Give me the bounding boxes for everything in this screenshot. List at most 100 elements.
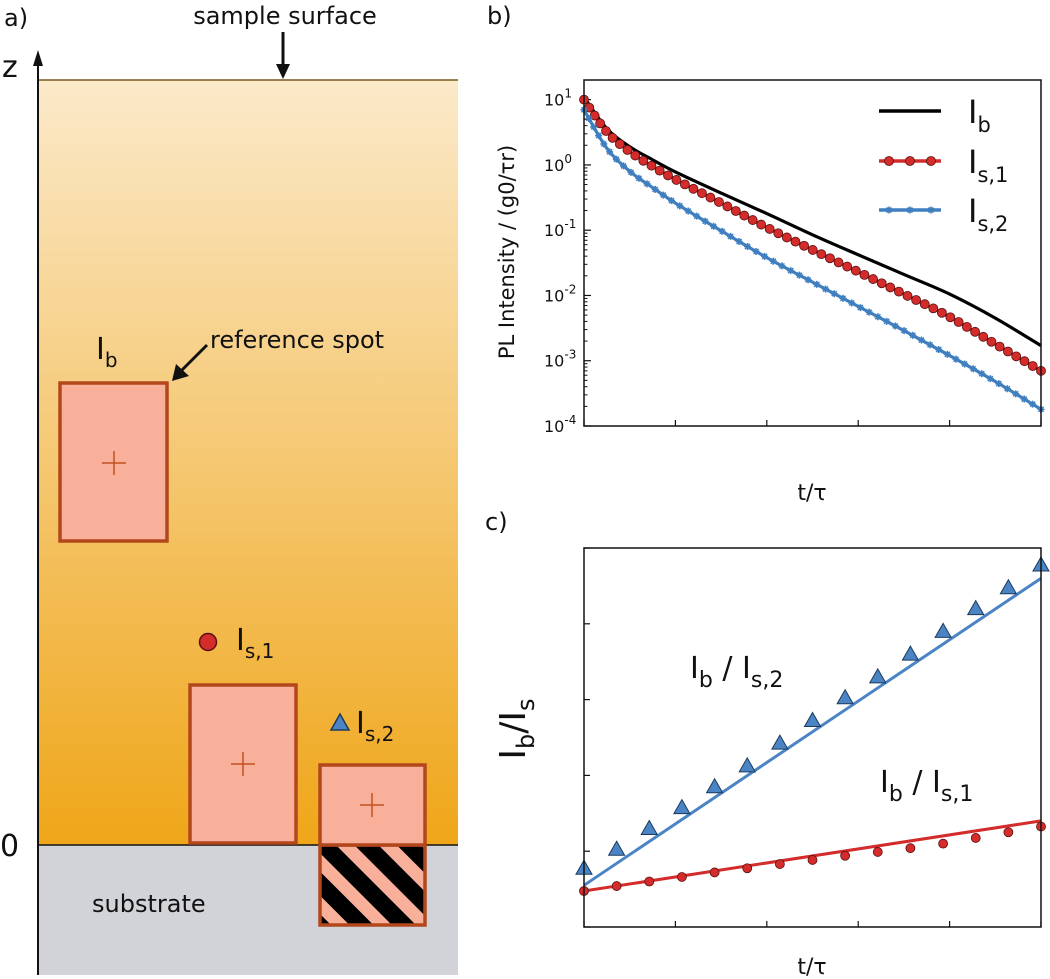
data-point <box>935 346 943 354</box>
data-point <box>590 123 598 131</box>
data-point <box>769 257 777 265</box>
data-point <box>1011 351 1022 362</box>
reference-spot-arrow-head-icon <box>172 364 189 381</box>
data-point <box>709 867 720 878</box>
data-point <box>865 308 873 316</box>
data-point <box>718 227 726 235</box>
is2-label: Is,2 <box>356 706 394 746</box>
data-point <box>901 645 920 661</box>
data-point <box>1027 361 1038 371</box>
spot-s1-crosshair-icon <box>231 752 255 776</box>
data-point <box>936 307 947 318</box>
data-point <box>693 212 701 220</box>
data-point <box>673 798 691 815</box>
data-point <box>595 132 603 140</box>
data-point <box>640 819 659 835</box>
data-point <box>891 322 899 330</box>
data-point <box>738 756 757 773</box>
y-tick-label: 10-1 <box>544 217 576 240</box>
data-point <box>883 317 891 325</box>
data-point <box>928 303 939 314</box>
data-point <box>876 278 887 289</box>
ib-label: Ib <box>96 332 118 372</box>
spot-s2-substrate-part <box>318 843 427 927</box>
data-point <box>999 578 1018 595</box>
data-point <box>970 833 981 843</box>
data-point <box>727 232 735 240</box>
data-point <box>630 150 641 161</box>
data-point <box>774 859 785 869</box>
data-point <box>747 215 758 225</box>
legend-label: Ib <box>968 93 991 137</box>
data-point <box>969 365 977 373</box>
series-label-is2: Ib / Is,2 <box>690 651 783 693</box>
data-point <box>646 160 657 171</box>
data-point <box>807 855 818 865</box>
data-point <box>816 249 827 260</box>
data-point <box>836 688 854 705</box>
data-point <box>848 299 856 307</box>
data-point <box>1003 346 1013 357</box>
data-point <box>638 155 649 166</box>
data-point <box>1020 395 1028 403</box>
data-point <box>735 237 743 245</box>
chart-b: b) t/τ PL Intensity / (g0/τr) 101 100 10-1… <box>487 2 1046 506</box>
data-point <box>752 247 760 255</box>
data-point <box>756 219 767 230</box>
data-point <box>840 850 851 861</box>
data-point <box>995 380 1003 388</box>
chart-b-legend: Ib Is,1 Is,2 <box>879 93 1008 236</box>
data-point <box>781 232 792 243</box>
data-point <box>966 599 985 616</box>
data-point <box>614 139 625 150</box>
data-point <box>701 217 709 225</box>
panel-a: a) z 0 sample surface substrate Ib refer… <box>0 2 458 975</box>
data-point <box>970 326 980 337</box>
data-point <box>585 114 593 122</box>
data-point <box>607 133 618 143</box>
data-point <box>961 360 969 368</box>
data-point <box>926 341 934 349</box>
data-point <box>986 375 994 383</box>
data-point <box>705 777 724 794</box>
data-point <box>710 222 718 230</box>
series-label-is1: Ib / Is,1 <box>880 765 973 807</box>
data-point <box>825 253 835 264</box>
legend-marker <box>884 156 894 166</box>
data-point <box>622 145 633 155</box>
circle-marker-icon <box>198 632 218 652</box>
data-point <box>742 863 753 874</box>
data-point <box>795 271 803 279</box>
data-point <box>945 312 956 323</box>
data-point <box>744 243 752 251</box>
data-point <box>859 269 870 280</box>
chart-c-ylabel: Ib/Is <box>493 698 540 759</box>
spot-s2-box <box>318 763 427 847</box>
data-point <box>919 299 930 310</box>
data-point <box>822 285 830 293</box>
spot-s2-crosshair-icon <box>360 793 384 817</box>
data-point <box>1019 356 1030 367</box>
data-point <box>885 282 896 293</box>
data-point <box>688 183 699 194</box>
data-point <box>978 370 986 378</box>
data-point <box>663 170 673 181</box>
data-point <box>813 280 821 288</box>
data-point <box>902 290 913 301</box>
zero-label: 0 <box>0 829 19 864</box>
data-point <box>1029 400 1037 408</box>
data-point <box>676 202 684 210</box>
data-point <box>611 881 622 891</box>
panel-a-label: a) <box>4 4 28 32</box>
data-point <box>833 257 844 268</box>
data-point <box>627 168 635 176</box>
data-point <box>787 267 795 275</box>
data-point <box>643 180 651 188</box>
chart-c-frame <box>583 547 1042 928</box>
legend-marker <box>926 156 936 166</box>
chart-b-frame <box>583 79 1042 427</box>
data-point <box>874 313 882 321</box>
y-tick-label: 10-2 <box>544 282 576 305</box>
data-point <box>612 155 620 163</box>
chart-b-ylabel: PL Intensity / (g0/τr) <box>495 145 519 359</box>
